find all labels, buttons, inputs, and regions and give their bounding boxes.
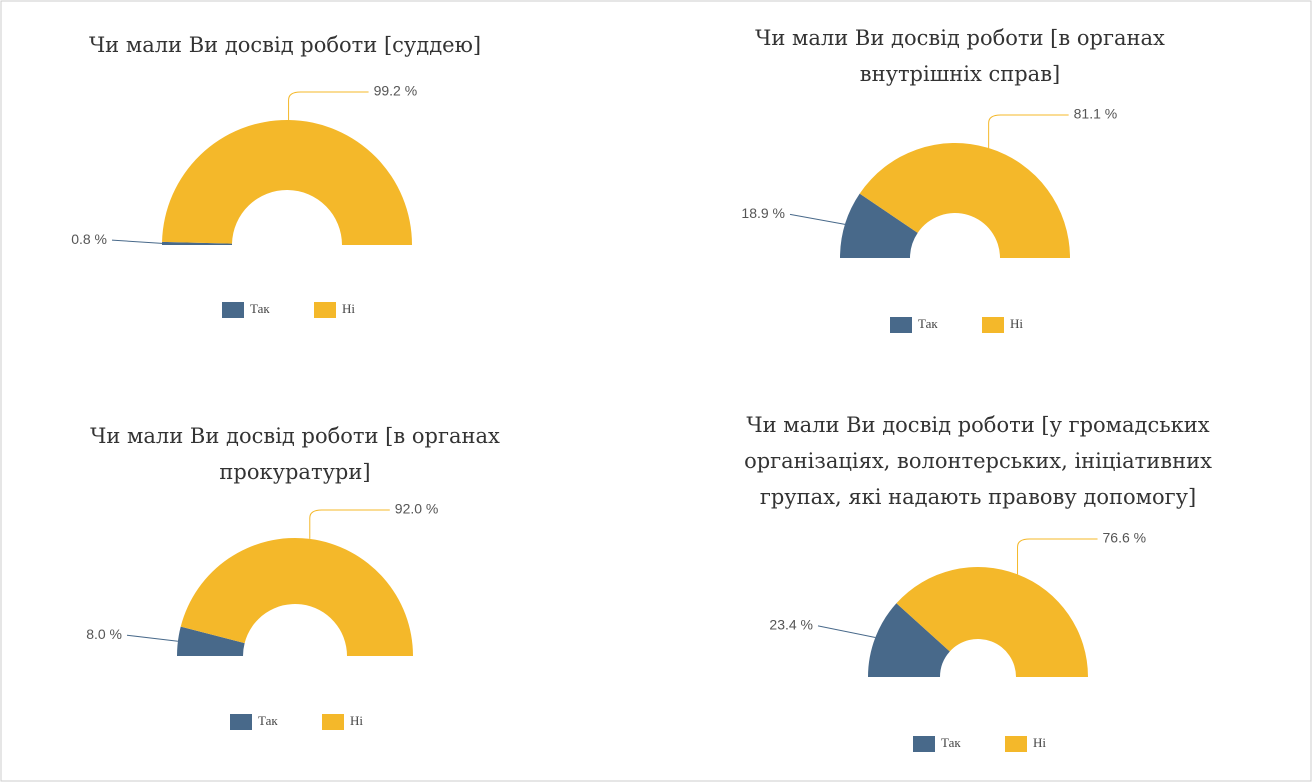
leader-line [988, 114, 1069, 149]
pie-segment [162, 119, 412, 245]
legend-label: Ні [350, 713, 363, 728]
leader-line [288, 91, 369, 121]
legend-label: Так [258, 713, 278, 728]
chart-title: внутрішніх справ] [860, 62, 1060, 86]
legend-swatch [982, 317, 1004, 333]
chart-title: Чи мали Ви досвід роботи [суддею] [89, 33, 481, 57]
legend-swatch [913, 736, 935, 752]
pie-segment [896, 566, 1088, 677]
chart-title: Чи мали Ви досвід роботи [в органах [755, 26, 1165, 50]
legend-label: Так [941, 735, 961, 750]
legend-label: Так [918, 316, 938, 331]
pie-segment [868, 603, 950, 677]
leader-line [817, 625, 876, 638]
pie-segment [859, 143, 1070, 258]
chart-title: прокуратури] [219, 460, 370, 484]
legend-label: Ні [1010, 316, 1023, 331]
legend-swatch [322, 714, 344, 730]
leader-line [111, 239, 163, 244]
chart-title: Чи мали Ви досвід роботи [в органах [90, 424, 500, 448]
data-label: 99.2 % [374, 83, 418, 99]
leader-line [1017, 538, 1098, 575]
legend-swatch [222, 302, 244, 318]
data-label: 76.6 % [1103, 530, 1147, 546]
data-label: 8.0 % [86, 626, 122, 642]
data-label: 81.1 % [1074, 106, 1118, 122]
legend-swatch [230, 714, 252, 730]
legend-label: Так [250, 301, 270, 316]
chart-title: Чи мали Ви досвід роботи [у громадських [746, 413, 1209, 437]
leader-line [789, 213, 846, 225]
chart-title: організаціях, волонтерських, ініціативни… [744, 449, 1212, 473]
data-label: 0.8 % [71, 231, 107, 247]
legend-swatch [314, 302, 336, 318]
data-label: 18.9 % [741, 205, 785, 221]
pie-segment [162, 241, 233, 245]
leader-line [126, 634, 178, 642]
pie-segment [840, 193, 918, 258]
legend-swatch [1005, 736, 1027, 752]
pie-segment [177, 626, 245, 656]
pie-segment [180, 537, 413, 656]
leader-line [309, 509, 390, 539]
chart-title: групах, які надають правову допомогу] [760, 485, 1196, 509]
legend-swatch [890, 317, 912, 333]
data-label: 23.4 % [769, 617, 813, 633]
legend-label: Ні [342, 301, 355, 316]
data-label: 92.0 % [395, 501, 439, 517]
legend-label: Ні [1033, 735, 1046, 750]
